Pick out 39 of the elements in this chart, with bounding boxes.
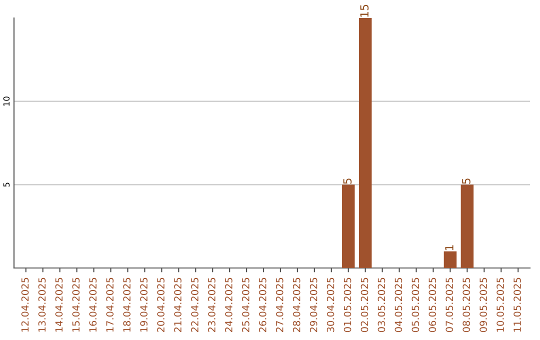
bar xyxy=(460,184,474,268)
x-tick-label: 10.05.2025 xyxy=(496,278,504,332)
x-tick-label: 27.04.2025 xyxy=(276,278,284,332)
x-tick-label: 01.05.2025 xyxy=(344,278,352,332)
x-tick-label: 05.05.2025 xyxy=(412,278,420,332)
x-tick-label: 04.05.2025 xyxy=(394,278,402,332)
x-tick-label: 26.04.2025 xyxy=(258,278,266,332)
x-tick-label: 11.05.2025 xyxy=(514,278,521,332)
x-tick-label: 29.04.2025 xyxy=(310,278,318,332)
x-tick-label: 17.04.2025 xyxy=(106,278,114,332)
x-tick-label: 03.05.2025 xyxy=(378,278,386,332)
x-tick-label: 02.05.2025 xyxy=(360,278,368,332)
data-label: 5 xyxy=(462,178,470,184)
x-tick-label: 24.04.2025 xyxy=(225,278,232,332)
x-tick-label: 21.04.2025 xyxy=(174,278,182,332)
x-tick-label: 14.04.2025 xyxy=(55,278,63,332)
x-tick-label: 18.04.2025 xyxy=(123,278,131,332)
x-tick-label: 12.04.2025 xyxy=(21,278,29,332)
data-label: 5 xyxy=(343,178,352,184)
x-tick-label: 23.04.2025 xyxy=(208,278,216,332)
x-tick-label: 28.04.2025 xyxy=(292,278,300,332)
bar xyxy=(342,184,355,268)
x-tick-label: 19.04.2025 xyxy=(140,278,148,332)
bar xyxy=(358,18,372,268)
x-tick-label: 22.04.2025 xyxy=(191,278,198,332)
x-tick-label: 06.05.2025 xyxy=(428,278,436,332)
y-tick-label: 10 xyxy=(3,96,10,106)
x-tick-label: 25.04.2025 xyxy=(242,278,250,332)
x-tick-label: 09.05.2025 xyxy=(480,278,487,332)
bar xyxy=(444,251,457,268)
x-tick-label: 20.04.2025 xyxy=(157,278,164,332)
x-tick-label: 15.04.2025 xyxy=(72,278,80,332)
x-tick-label: 07.05.2025 xyxy=(446,278,454,332)
data-label: 15 xyxy=(360,4,369,17)
x-tick-label: 13.04.2025 xyxy=(38,278,46,332)
x-tick-label: 08.05.2025 xyxy=(462,278,470,332)
data-label: 1 xyxy=(445,245,454,250)
x-tick-label: 30.04.2025 xyxy=(326,278,334,332)
x-tick-label: 16.04.2025 xyxy=(89,278,97,332)
